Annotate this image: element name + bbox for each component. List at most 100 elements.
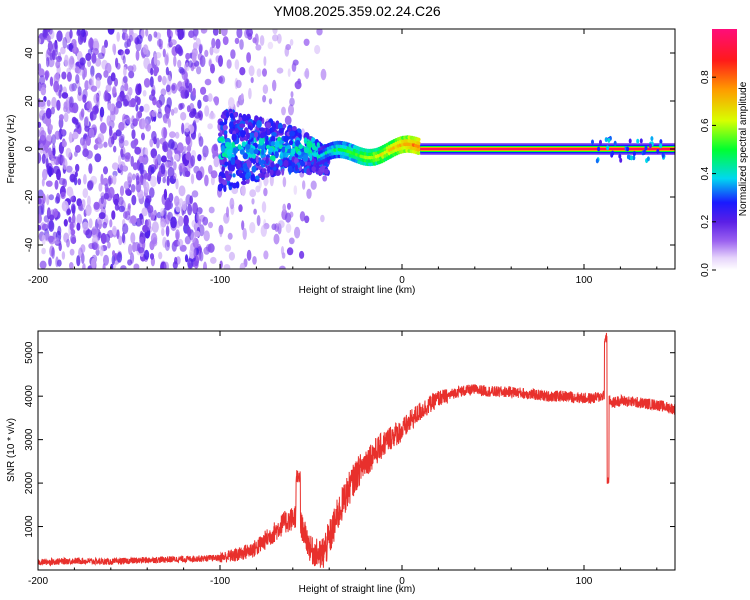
spectrogram-cell — [169, 131, 176, 139]
spectrogram-cell — [149, 253, 155, 260]
spectrogram-cell — [181, 122, 185, 135]
spectrogram-cell — [87, 60, 92, 68]
spectrogram-cell — [182, 200, 187, 211]
spectrogram-cell — [78, 202, 84, 210]
spectrogram-cell — [122, 98, 129, 107]
spectrogram-cell — [626, 146, 630, 152]
spectrogram-cell — [200, 86, 207, 95]
spectrogram-cell — [38, 224, 42, 231]
spectrogram-cell — [87, 195, 91, 207]
spectrogram-cell — [118, 205, 126, 213]
spectrogram-cell — [149, 76, 154, 88]
spectrogram-cell — [99, 122, 107, 134]
spectrogram-cell — [162, 48, 166, 58]
spectrogram-cell — [282, 203, 287, 213]
spectrogram-cell — [607, 137, 611, 143]
spectrogram-cell — [276, 67, 284, 74]
spectrogram-cell — [643, 149, 646, 155]
spectrogram-cell — [145, 123, 152, 132]
snr-xtick-label: 0 — [399, 576, 405, 587]
spectrogram-cell — [53, 80, 60, 93]
spectrogram-cell — [646, 156, 650, 162]
spectrogram-cell — [150, 175, 157, 188]
spectrogram-cell — [222, 124, 228, 131]
colorbar-tick-label: 0.0 — [700, 263, 711, 277]
spectrogram-cell — [48, 194, 54, 201]
spectrogram-cell — [246, 132, 250, 140]
spectrogram-cell — [222, 173, 226, 179]
spectrogram-cell — [174, 44, 182, 54]
spectrogram-cell — [268, 98, 273, 105]
spectrogram-cell — [141, 207, 148, 217]
spectrogram-cell — [279, 139, 283, 145]
snr-ytick-label: 4000 — [24, 385, 35, 408]
spectrogram-cell — [659, 139, 663, 145]
spectrogram-cell — [188, 30, 195, 38]
spectrogram-cell — [66, 44, 74, 50]
spectrogram-cell — [70, 234, 76, 244]
spectrogram-cell — [41, 247, 46, 255]
spectrogram-cell — [122, 75, 128, 84]
spectrogram-cell — [220, 29, 228, 37]
spectrogram-cell — [184, 254, 189, 263]
spectrogram-cell — [626, 154, 630, 160]
spectrogram-cell — [259, 35, 265, 46]
spectrogram-cell — [91, 242, 98, 250]
spectrogram-cell — [111, 162, 119, 170]
spectrogram-cell — [61, 92, 69, 99]
spectrogram-cell — [282, 123, 287, 129]
spectrogram-cell — [185, 152, 192, 161]
spectrogram-cell — [43, 215, 50, 223]
spectrogram-cell — [73, 41, 77, 53]
spectrogram-cell — [298, 144, 304, 150]
spectrogram-cell — [242, 227, 247, 240]
spectrogram-cell — [239, 39, 244, 50]
spectrogram-cell — [258, 158, 262, 165]
spectrogram-cell — [240, 180, 247, 185]
spectrogram-cell — [162, 75, 167, 86]
spectrogram-cell — [269, 174, 274, 187]
spectrogram-cell — [45, 157, 49, 169]
spectrogram-cell — [299, 211, 306, 222]
spectrogram-cell — [93, 201, 100, 210]
spectrogram-cell — [293, 185, 298, 196]
spectrogram-cell — [294, 80, 302, 90]
spectrogram-cell — [289, 97, 295, 107]
spectrogram-cell — [95, 58, 102, 67]
spectrogram-cell — [202, 94, 210, 103]
spectrogram-cell — [207, 123, 213, 130]
spectrogram-cell — [632, 155, 636, 161]
spectrogram-cell — [103, 192, 110, 200]
spectrogram-cell — [300, 161, 306, 167]
spectrogram-cell — [104, 62, 112, 74]
spectrogram-cell — [184, 90, 188, 98]
spectrogram-cell — [175, 178, 179, 190]
spectrogram-cell — [66, 71, 72, 82]
spectrogram-cell — [261, 168, 267, 173]
spectrogram-cell — [316, 142, 320, 148]
spectrogram-marks — [38, 29, 675, 269]
spectrogram-cell — [47, 40, 53, 52]
colorbar-tick-label: 0.8 — [700, 70, 711, 84]
spectrogram-cell — [150, 148, 158, 159]
snr-ylabel: SNR (10 * v/v) — [6, 418, 17, 482]
spectrogram-cell — [61, 71, 67, 80]
spectrogram-cell — [611, 150, 615, 156]
spectrogram-cell — [112, 174, 117, 185]
spectrogram-cell — [127, 172, 133, 184]
spectrogram-cell — [184, 170, 191, 177]
spectrogram-cell — [38, 152, 42, 164]
spectrogram-cell — [142, 90, 147, 97]
spectrogram-cell — [150, 166, 155, 174]
spectrogram-cell — [107, 241, 111, 249]
spectrogram-cell — [320, 68, 327, 81]
spectrogram-cell — [138, 176, 143, 186]
spectrogram-cell — [416, 151, 421, 155]
spectrogram-cell — [288, 127, 292, 132]
spectrogram-cell — [416, 137, 421, 142]
spectrogram-cell — [112, 86, 117, 94]
spectrogram-cell — [228, 251, 235, 261]
spectrogram-cell — [157, 170, 162, 178]
spectrogram-cell — [309, 153, 313, 161]
spectrogram-cell — [70, 106, 76, 113]
